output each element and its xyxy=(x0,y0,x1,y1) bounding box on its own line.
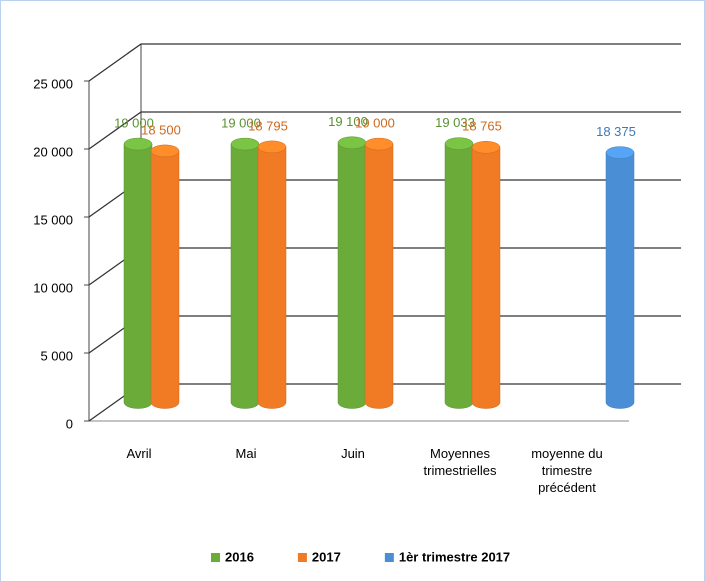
bar-body xyxy=(230,143,260,409)
value-label: 18 500 xyxy=(141,122,181,137)
bar-top xyxy=(123,137,153,151)
y-tick-label: 20 000 xyxy=(33,144,73,159)
bar xyxy=(444,137,474,409)
x-tick-label: Moyennes trimestrielles xyxy=(423,446,497,478)
bar-top xyxy=(364,137,394,151)
grid-line xyxy=(88,111,681,150)
y-tick-label: 5 000 xyxy=(40,348,73,363)
bar xyxy=(471,141,501,409)
x-tick-label: Mai xyxy=(235,446,257,461)
bar-body xyxy=(150,150,180,409)
bar-body xyxy=(123,143,153,409)
value-label: 18 765 xyxy=(462,119,502,134)
bar xyxy=(257,140,287,409)
legend-swatch xyxy=(297,553,307,562)
bar-top xyxy=(150,144,180,158)
bar-top xyxy=(444,137,474,150)
y-tick-label: 15 000 xyxy=(33,212,73,227)
bar xyxy=(364,137,394,409)
legend-label: 1èr trimestre 2017 xyxy=(399,549,510,564)
value-label: 19 000 xyxy=(355,116,395,131)
value-label: 19 033 xyxy=(435,115,475,130)
value-label: 18 375 xyxy=(596,124,636,139)
bar xyxy=(123,137,153,409)
bar-top xyxy=(230,137,260,151)
legend-label: 2017 xyxy=(312,549,341,564)
bar xyxy=(230,137,260,409)
bar xyxy=(337,136,367,409)
bar-top xyxy=(605,146,635,159)
bar-body xyxy=(257,146,287,409)
bar-body xyxy=(444,143,474,409)
bar-top xyxy=(471,141,501,154)
legend-swatch xyxy=(211,553,220,562)
legend-label: 2016 xyxy=(225,549,254,564)
y-tick-label: 0 xyxy=(66,416,73,431)
value-label: 18 795 xyxy=(248,118,288,133)
bar-body xyxy=(337,142,367,409)
y-tick-label: 25 000 xyxy=(33,76,73,91)
bar-body xyxy=(471,147,501,409)
y-tick-label: 10 000 xyxy=(33,280,73,295)
bar-top xyxy=(257,140,287,154)
x-tick-label: Juin xyxy=(341,446,365,461)
x-tick-label: moyenne du trimestre précédent xyxy=(531,446,603,495)
legend-swatch xyxy=(384,553,394,562)
bar-body xyxy=(364,143,394,409)
bar-top xyxy=(337,136,367,149)
value-label: 19 000 xyxy=(221,116,261,131)
grid-line xyxy=(88,43,681,82)
bar xyxy=(150,144,180,409)
bar xyxy=(605,146,635,409)
value-label: 19 100 xyxy=(328,114,368,129)
x-tick-label: Avril xyxy=(126,446,152,461)
bar-body xyxy=(605,152,635,409)
value-label: 19 000 xyxy=(114,116,154,131)
